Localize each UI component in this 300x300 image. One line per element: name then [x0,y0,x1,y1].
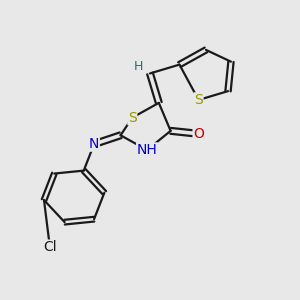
Text: NH: NH [137,143,158,157]
Text: S: S [194,93,203,107]
Text: Cl: Cl [43,240,57,254]
Text: N: N [89,137,99,151]
Text: H: H [134,61,143,74]
Text: O: O [193,127,204,141]
Text: S: S [128,111,137,124]
